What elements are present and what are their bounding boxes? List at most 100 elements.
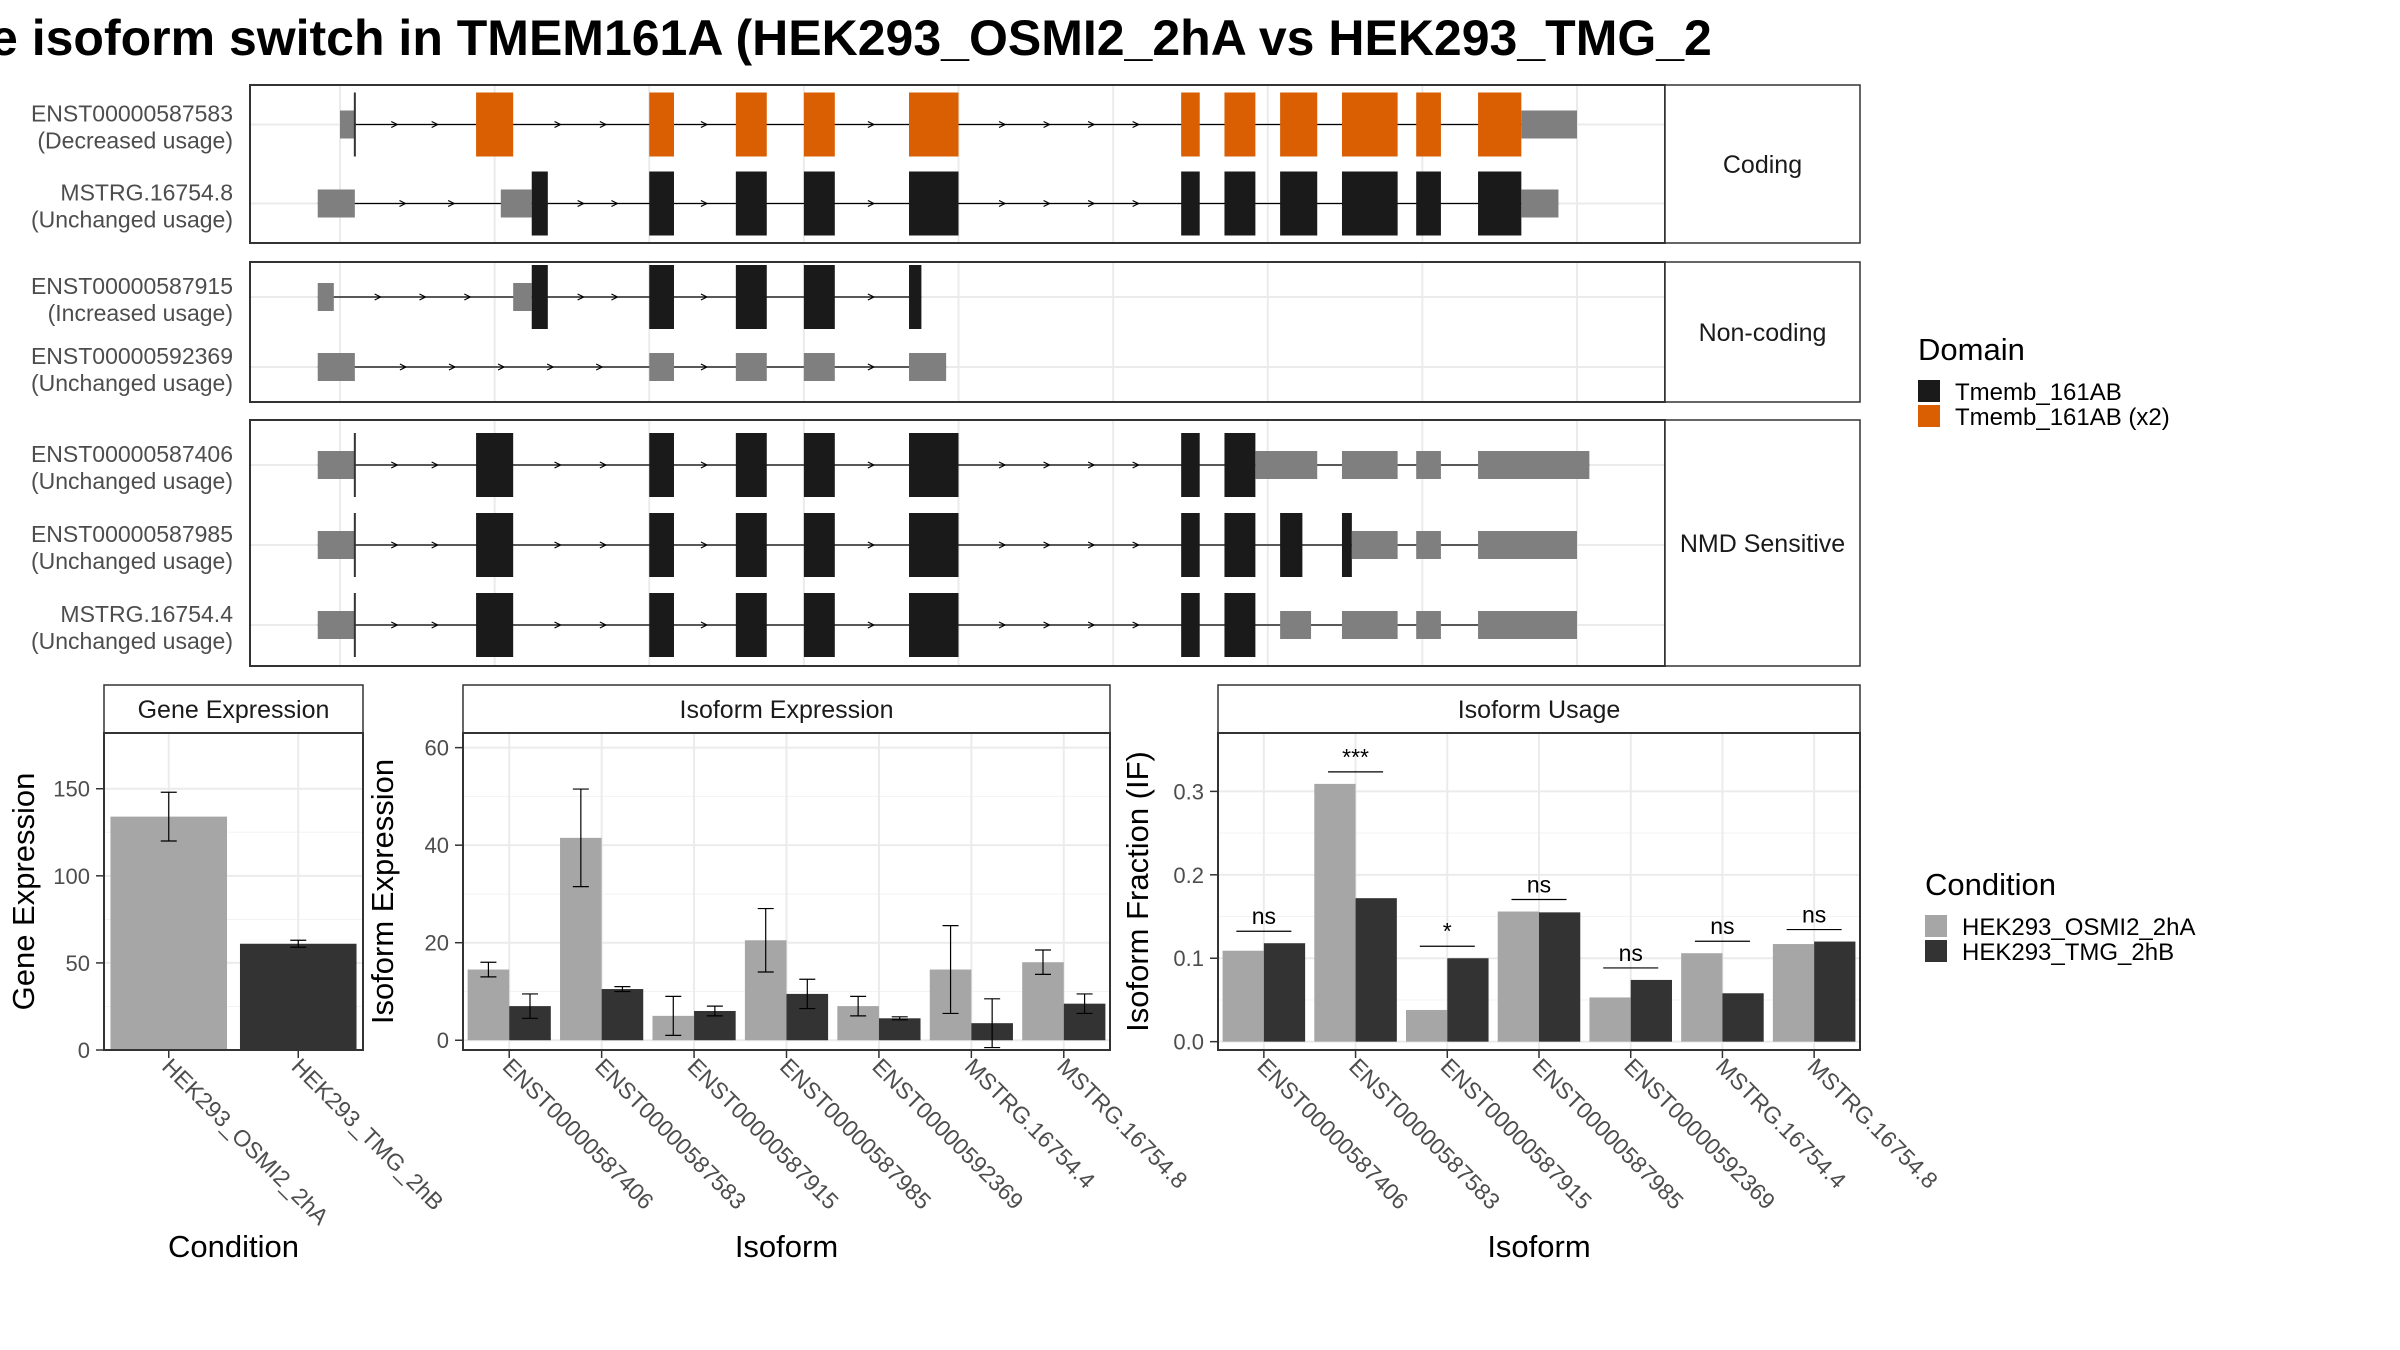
cds-exon [735, 513, 767, 577]
cds-exon [909, 433, 959, 497]
facet-strip-label: Non-coding [1699, 319, 1827, 347]
bar-panels: Gene Expression050100150HEK293_OSMI2_2hA… [6, 684, 1943, 1264]
intron-arrow [464, 293, 472, 301]
x-tick-label: ENST00000587915 [683, 1053, 844, 1214]
cds-exon [1280, 171, 1318, 236]
intron-arrow [1132, 120, 1140, 129]
utr-exon [1341, 611, 1398, 639]
intron-arrow [1043, 120, 1051, 129]
panel-strip-label: Isoform Usage [1458, 696, 1621, 724]
intron-arrow [867, 461, 876, 469]
intron-arrow [1087, 199, 1096, 208]
x-tick-label: ENST00000587985 [1527, 1053, 1688, 1214]
intron-arrow [1132, 621, 1140, 629]
cds-exon [1478, 171, 1522, 236]
utr-exon [909, 353, 947, 381]
intron-arrow [1043, 621, 1051, 629]
cds-exon [1224, 171, 1256, 236]
bar [1314, 783, 1356, 1042]
intron-arrow [431, 461, 440, 469]
cds-exon [476, 513, 514, 577]
intron-arrow [374, 293, 382, 301]
intron-arrow [1132, 461, 1140, 469]
cds-exon [1280, 92, 1318, 157]
y-tick-label: 20 [425, 931, 449, 956]
cds-exon [735, 92, 767, 157]
transcript-usage: (Increased usage) [48, 300, 233, 326]
significance-label: *** [1342, 744, 1369, 770]
cds-exon [803, 433, 835, 497]
bar [1772, 944, 1815, 1042]
cds-exon [1181, 92, 1200, 157]
cds-exon [1416, 92, 1441, 157]
intron-arrow [546, 363, 555, 371]
x-tick-label: ENST00000587985 [775, 1053, 936, 1214]
bar [1406, 1009, 1448, 1042]
panel-strip-label: Isoform Expression [680, 696, 894, 724]
intron-arrow [611, 199, 619, 208]
intron-arrow [998, 541, 1007, 549]
intron-arrow [448, 363, 457, 371]
panel-strip [103, 684, 364, 734]
cds-exon [649, 433, 674, 497]
cds-exon [531, 171, 548, 236]
utr-exon [1416, 611, 1441, 639]
x-tick-label: ENST00000587406 [1252, 1053, 1413, 1214]
y-axis-title: Isoform Expression [365, 759, 400, 1024]
intron-arrow [390, 461, 399, 469]
legend-label-tmemb: Tmemb_161AB [1955, 379, 2122, 406]
intron-arrow [998, 199, 1007, 208]
y-tick-label: 60 [425, 736, 449, 761]
intron-arrow [867, 293, 876, 301]
intron-arrow [1043, 541, 1051, 549]
cds-exon [1341, 171, 1398, 236]
domain-legend: Domain Tmemb_161AB Tmemb_161AB (x2) [1918, 332, 2170, 431]
intron-arrow [1087, 621, 1096, 629]
intron-arrow [700, 199, 709, 208]
intron-arrow [1132, 541, 1140, 549]
intron-arrow [1087, 120, 1096, 129]
cds-exon [909, 265, 922, 329]
utr-exon [1521, 110, 1577, 139]
bar [1814, 941, 1856, 1042]
transcript-name: ENST00000592369 [31, 343, 233, 369]
utr-exon [1416, 531, 1441, 559]
legend-swatch-tmg [1925, 940, 1947, 962]
bar [1447, 958, 1489, 1042]
legend-swatch-tmemb-x2 [1918, 405, 1940, 427]
bar [1539, 912, 1581, 1042]
intron-arrow [700, 293, 709, 301]
transcript-usage: (Unchanged usage) [31, 370, 233, 396]
transcript-usage: (Decreased usage) [37, 128, 233, 154]
panel-border [103, 732, 364, 1051]
cds-exon [476, 92, 514, 157]
significance-label: * [1443, 918, 1452, 944]
intron-arrow [1132, 199, 1140, 208]
utr-exon [1351, 531, 1398, 559]
y-axis-title: Gene Expression [6, 773, 41, 1011]
cds-exon [1341, 92, 1398, 157]
cds-exon [735, 433, 767, 497]
cds-exon [735, 171, 767, 236]
utr-exon [317, 283, 334, 311]
intron-arrow [700, 541, 709, 549]
cds-exon [803, 171, 835, 236]
y-tick-label: 150 [53, 777, 90, 802]
cds-exon [1181, 433, 1200, 497]
cds-exon [909, 171, 959, 236]
intron-arrow [577, 199, 585, 208]
cds-exon [803, 92, 835, 157]
significance-label: ns [1619, 940, 1643, 966]
facet-strip [1664, 419, 1861, 667]
cds-exon [476, 433, 514, 497]
cds-exon [1224, 92, 1256, 157]
cds-exon [1478, 92, 1522, 157]
cds-exon [1224, 513, 1256, 577]
intron-arrow [700, 363, 709, 371]
transcript-name: ENST00000587583 [31, 101, 233, 127]
cds-exon [649, 513, 674, 577]
cds-exon [735, 593, 767, 657]
intron-arrow [399, 199, 407, 208]
significance-label: ns [1252, 903, 1276, 929]
legend-label-osmi: HEK293_OSMI2_2hA [1962, 914, 2195, 941]
